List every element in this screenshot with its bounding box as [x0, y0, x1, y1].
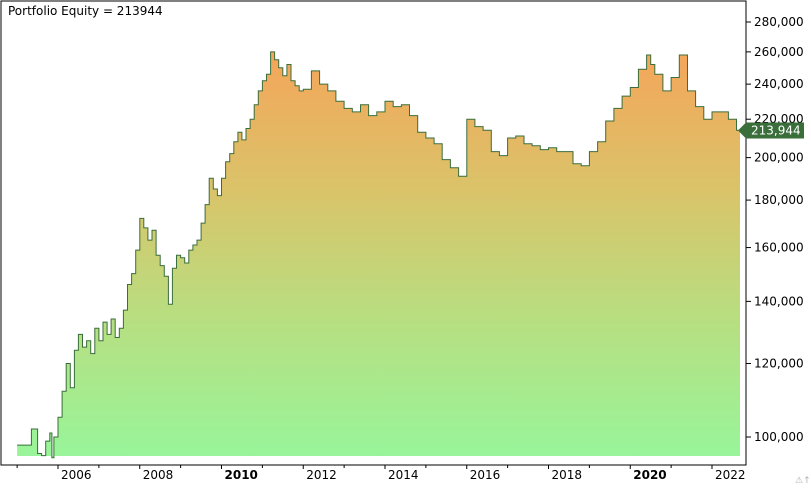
y-tick-label: 260,000: [754, 45, 804, 59]
equity-line: [17, 51, 741, 459]
y-tick-label: 140,000: [754, 294, 804, 308]
x-tick-label: 2006: [61, 468, 92, 482]
chart-title: Portfolio Equity = 213944: [8, 4, 163, 18]
y-tick-label: 100,000: [754, 430, 804, 444]
x-tick-label: 2014: [388, 468, 419, 482]
corner-logo-icon: ⚠↑: [795, 476, 811, 486]
equity-area: [17, 51, 741, 458]
x-tick-label: 2008: [143, 468, 174, 482]
y-tick-label: 120,000: [754, 357, 804, 371]
y-tick-label: 280,000: [754, 15, 804, 29]
x-tick-label: 2018: [552, 468, 583, 482]
x-tick-label: 2022: [715, 468, 746, 482]
x-tick-label: 2012: [306, 468, 337, 482]
y-axis: 100,000 120,000 140,000 160,000 180,000 200,0…: [746, 15, 804, 444]
y-tick-label: 200,000: [754, 151, 804, 165]
x-tick-label: 2020: [633, 468, 666, 482]
x-tick-label: 2016: [470, 468, 501, 482]
y-tick-label: 180,000: [754, 193, 804, 207]
y-tick-label: 160,000: [754, 241, 804, 255]
y-tick-label: 240,000: [754, 77, 804, 91]
x-tick-label: 2010: [225, 468, 258, 482]
last-value-marker: 213,944: [738, 122, 804, 139]
last-value-label: 213,944: [751, 123, 801, 137]
x-axis: 2006 2008 2010 2012 2014 2016 2018 2020 2022: [16, 465, 746, 482]
